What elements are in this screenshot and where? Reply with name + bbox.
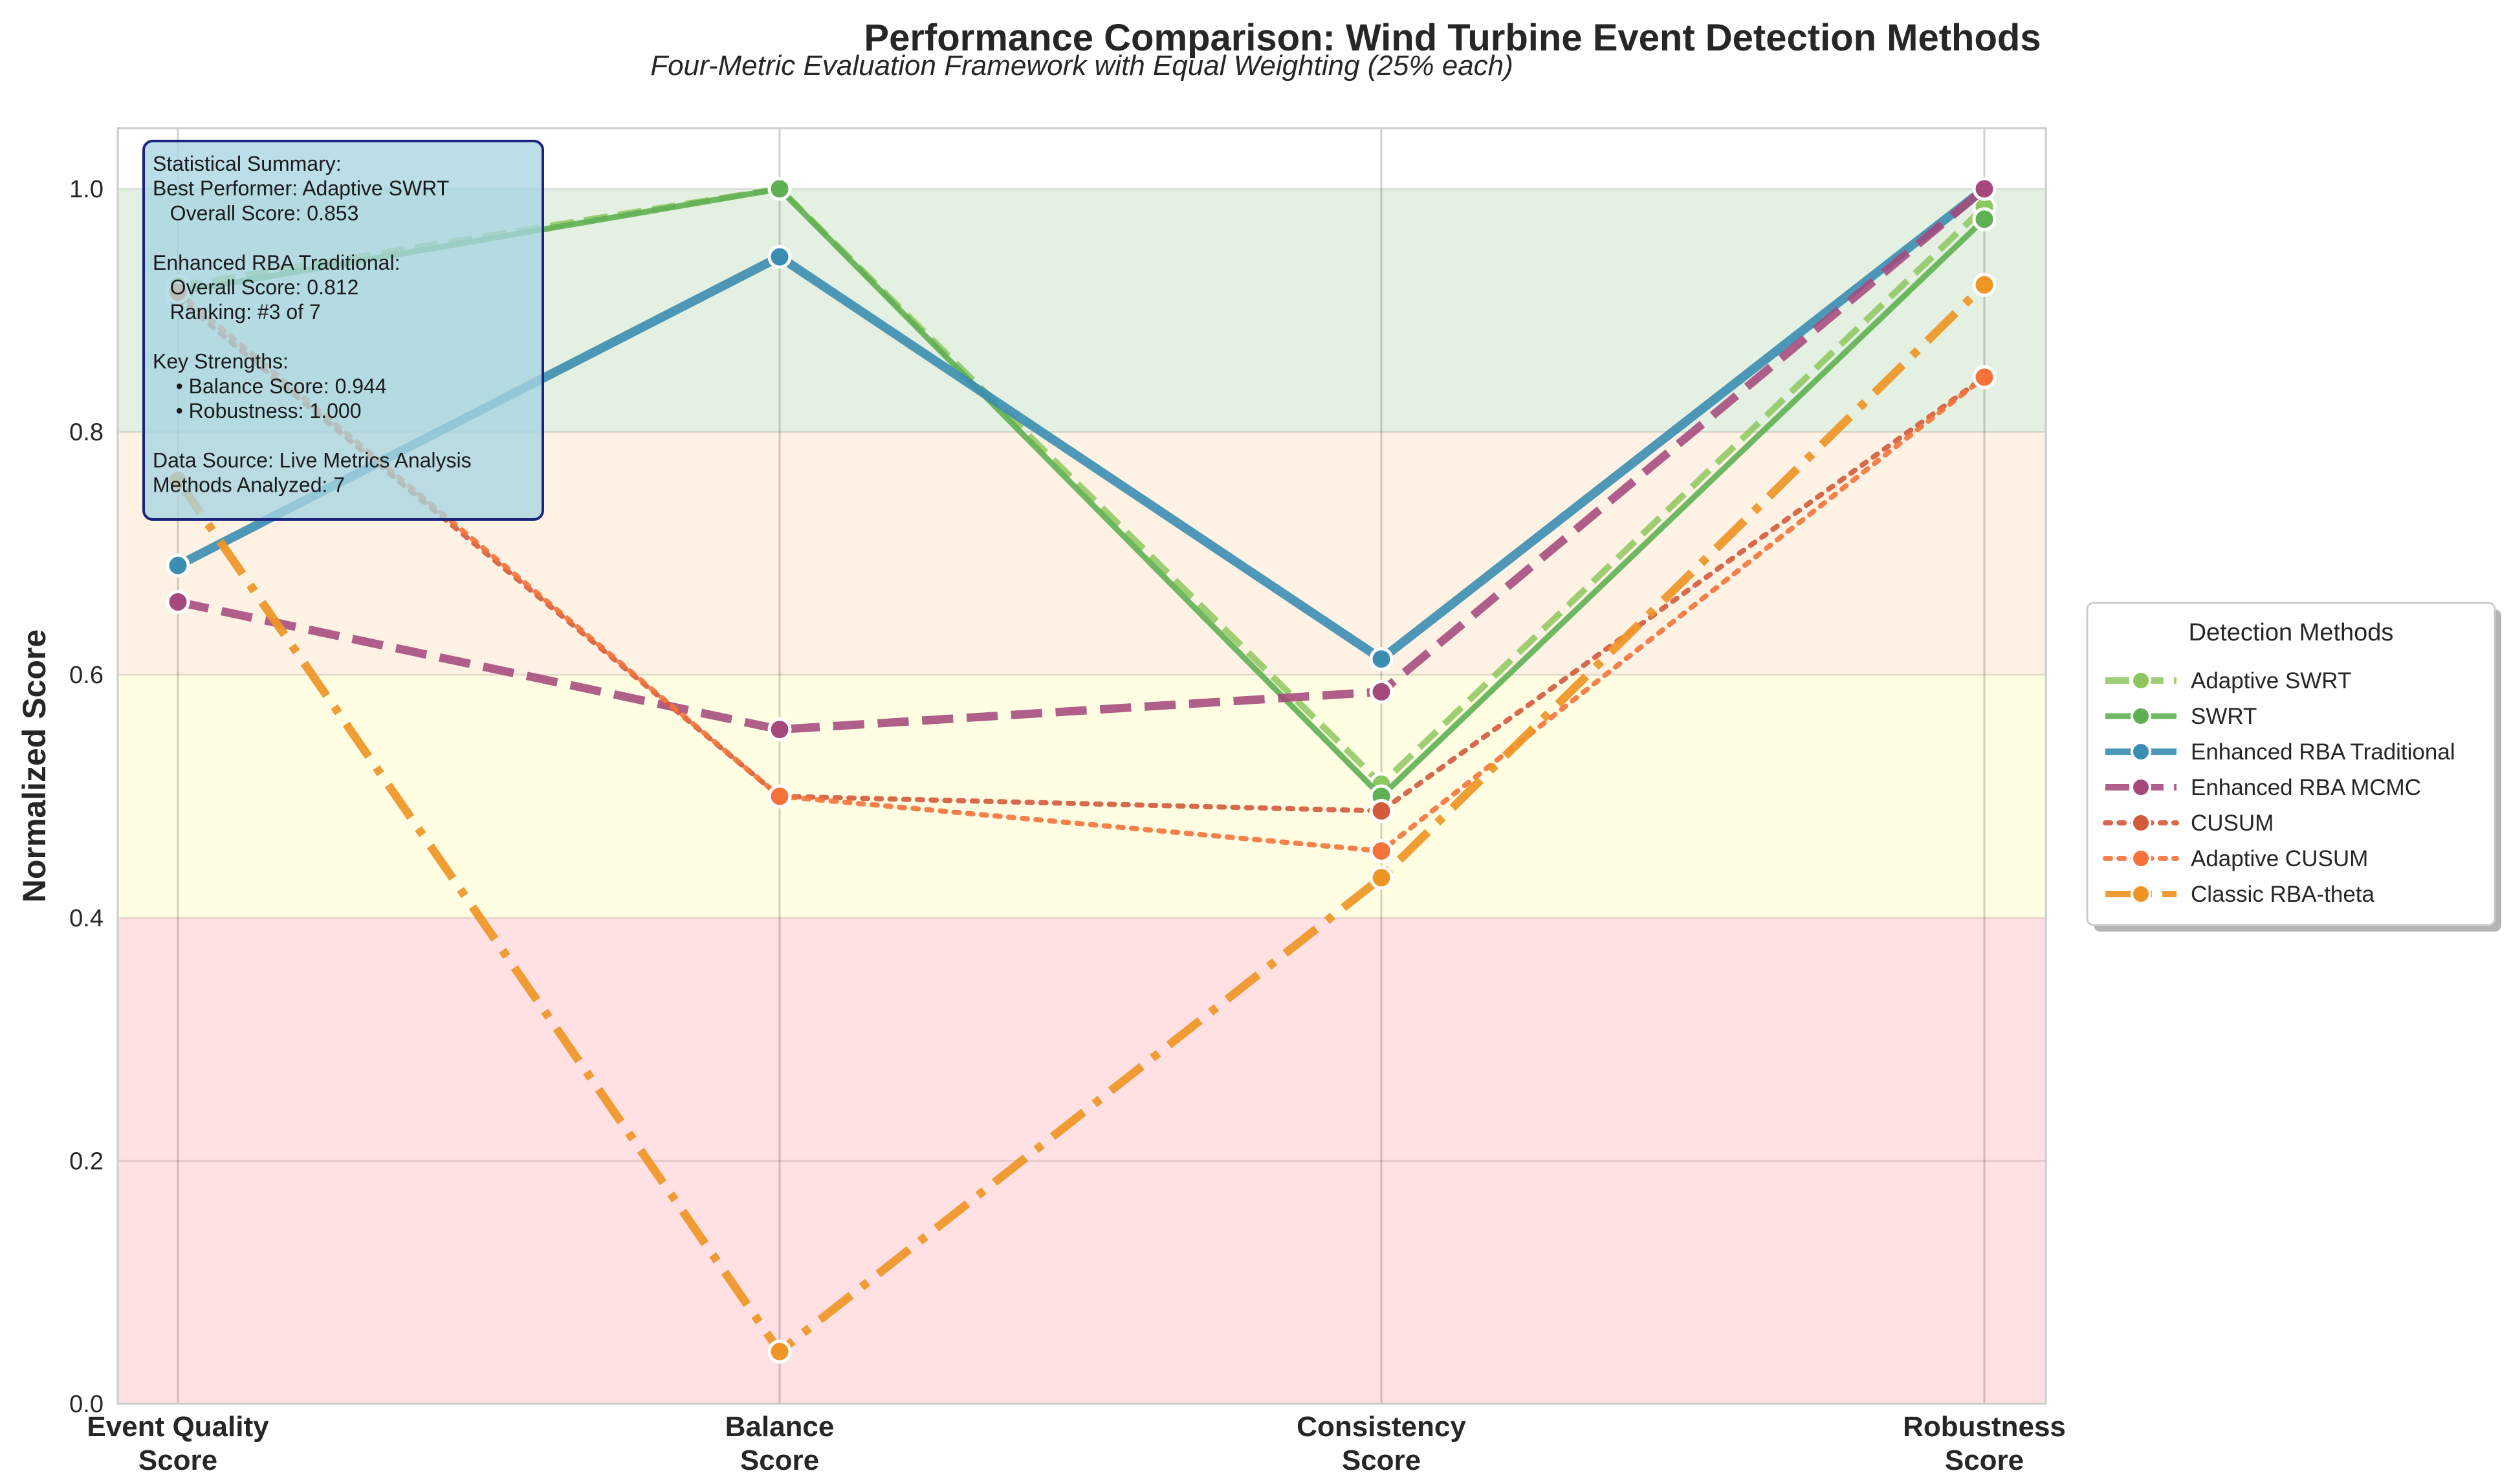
- data-point: [1369, 838, 1394, 863]
- legend-label: Enhanced RBA MCMC: [2191, 775, 2421, 800]
- y-tick-label: 0.8: [69, 419, 104, 446]
- x-tick-label: Robustness Score: [1903, 1411, 2066, 1476]
- legend-entry: Enhanced RBA MCMC: [2105, 775, 2421, 800]
- data-point: [1972, 207, 1997, 232]
- y-tick-label: 0.6: [69, 662, 104, 689]
- band-1: [118, 675, 2046, 918]
- legend: Detection Methods Adaptive SWRT SWRT Enhanc…: [2086, 602, 2501, 932]
- data-point: [767, 1339, 792, 1364]
- legend-title: Detection Methods: [2189, 619, 2394, 646]
- x-axis-ticks: Event Quality Score Balance Score Consistenc…: [87, 1411, 2066, 1476]
- legend-marker: [2131, 884, 2151, 904]
- legend-label: SWRT: [2191, 704, 2257, 729]
- data-point: [767, 245, 792, 269]
- summary-line: Overall Score: 0.853: [153, 201, 358, 224]
- summary-line: Data Source: Live Metrics Analysis: [153, 448, 472, 472]
- data-point: [1972, 177, 1997, 201]
- summary-line: Best Performer: Adaptive SWRT: [153, 177, 449, 200]
- chart-title: Performance Comparison: Wind Turbine Eve…: [864, 17, 2041, 59]
- legend-entry: Adaptive CUSUM: [2103, 846, 2368, 871]
- legend-marker: [2131, 777, 2151, 798]
- data-point: [1369, 798, 1394, 823]
- summary-line: Statistical Summary:: [153, 152, 342, 175]
- summary-line: Overall Score: 0.812: [153, 276, 358, 299]
- series-3: [166, 177, 1997, 742]
- legend-marker: [2131, 848, 2151, 869]
- data-point: [1369, 679, 1394, 704]
- summary-line: Ranking: #3 of 7: [153, 300, 321, 323]
- data-point: [767, 177, 792, 201]
- legend-entry: CUSUM: [2103, 811, 2274, 836]
- series-line: [175, 295, 1987, 814]
- y-axis-ticks: 0.0 0.2 0.4 0.6 0.8 1.0: [69, 176, 104, 1418]
- x-tick-label: Consistency Score: [1297, 1411, 1466, 1476]
- data-point: [166, 553, 190, 578]
- data-point: [767, 784, 792, 809]
- summary-box-frame: [142, 140, 544, 521]
- data-point: [166, 589, 190, 614]
- legend-label: Enhanced RBA Traditional: [2191, 739, 2455, 765]
- summary-line: Key Strengths:: [153, 350, 289, 373]
- statistical-summary-box: Statistical Summary:Best Performer: Adap…: [142, 140, 544, 521]
- data-point: [1972, 272, 1997, 297]
- data-point: [1369, 866, 1394, 890]
- series-line: [174, 281, 1988, 1356]
- y-tick-label: 0.4: [69, 905, 104, 932]
- band-0: [118, 917, 2046, 1404]
- data-point: [1972, 365, 1997, 389]
- summary-line: • Robustness: 1.000: [153, 399, 362, 422]
- data-point: [1369, 647, 1394, 671]
- summary-line: • Balance Score: 0.944: [153, 375, 387, 398]
- summary-line: Methods Analyzed: 7: [153, 474, 345, 497]
- x-tick-label: Balance Score: [725, 1411, 835, 1476]
- legend-label: Adaptive CUSUM: [2191, 846, 2368, 871]
- legend-frame: [2086, 602, 2496, 926]
- y-axis-label: Normalized Score: [16, 629, 52, 902]
- y-tick-label: 0.0: [69, 1391, 104, 1418]
- plot-frame: [116, 127, 2047, 1405]
- legend-entry: Classic RBA-theta: [2105, 882, 2375, 907]
- data-point: [767, 717, 792, 742]
- legend-marker: [2131, 741, 2151, 762]
- y-tick-label: 1.0: [69, 176, 104, 203]
- legend-marker: [2131, 813, 2151, 833]
- legend-label: Classic RBA-theta: [2191, 882, 2375, 907]
- legend-label: Adaptive SWRT: [2191, 668, 2351, 693]
- series-line: [177, 185, 1988, 734]
- legend-entry: Enhanced RBA Traditional: [2105, 739, 2455, 765]
- series-line: [175, 289, 1987, 854]
- legend-marker: [2131, 706, 2151, 726]
- legend-marker: [2131, 670, 2151, 691]
- chart-subtitle: Four-Metric Evaluation Framework with Eq…: [650, 50, 1513, 82]
- summary-line: Enhanced RBA Traditional:: [153, 251, 400, 274]
- legend-label: CUSUM: [2191, 811, 2274, 836]
- legend-entry: SWRT: [2105, 704, 2257, 729]
- series-line: [177, 185, 1987, 788]
- x-tick-label: Event Quality Score: [87, 1411, 269, 1476]
- legend-entry: Adaptive SWRT: [2105, 668, 2351, 693]
- y-tick-label: 0.2: [69, 1148, 104, 1175]
